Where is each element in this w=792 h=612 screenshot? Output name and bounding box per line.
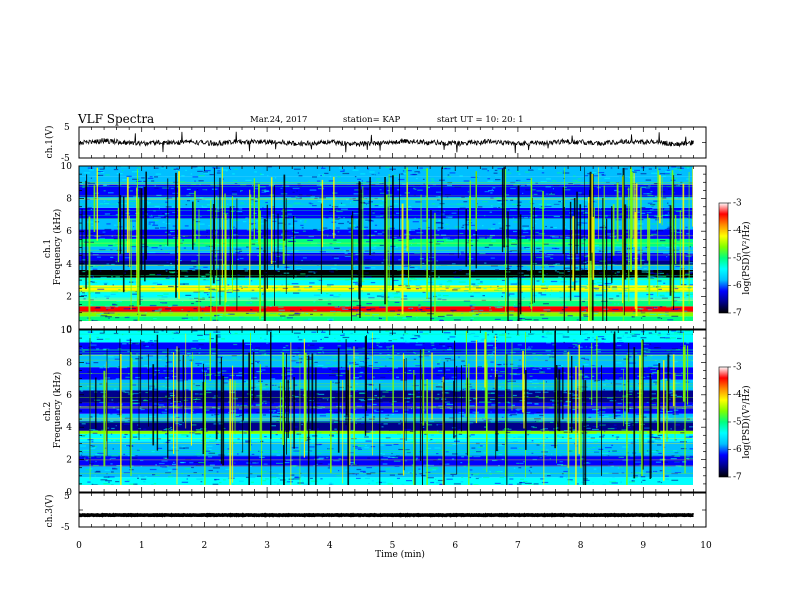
ytick-label: 8 [66, 358, 72, 368]
ch2-colorbar: -3 -4 -5 -6 -7 log(PSD)(V²/Hz) [718, 363, 752, 483]
ytick-label: 4 [66, 260, 72, 270]
station-label: station= KAP [343, 115, 401, 125]
x-tick-label: 6 [452, 541, 458, 551]
x-tick-label: 5 [390, 541, 396, 551]
ch1-wave-ylabel: ch.1(V) [44, 126, 55, 159]
ch2-spectrogram-panel: 0 2 4 6 8 10 ch.2 Frequency (kHz) [43, 326, 707, 498]
colorbar-tick-label: -6 [733, 445, 742, 455]
ch3-wave-ylabel: ch.3(V) [44, 495, 55, 528]
ytick-label: 0 [66, 325, 72, 335]
spectrogram-band [79, 430, 693, 434]
colorbar-tick-label: -3 [733, 199, 742, 209]
x-tick-label: 4 [327, 541, 333, 551]
ch1-wave-ytick-top: 5 [64, 123, 70, 133]
spectrogram-band [79, 166, 693, 177]
ch2-colorbar-gradient [718, 366, 729, 478]
x-tick-labels: 0 1 2 3 4 5 6 7 8 9 10 [76, 541, 712, 551]
spectrogram-band [79, 421, 693, 431]
ch1-wave-trace [78, 131, 694, 154]
ch3-wave-ytick-bottom: -5 [61, 523, 70, 533]
ch1-spec-ylabel: ch.1 Frequency (kHz) [43, 209, 63, 286]
ytick-label: 4 [66, 423, 72, 433]
ch1-colorbar-gradient [718, 202, 729, 314]
colorbar-tick-label: -3 [733, 363, 742, 373]
ch2-spectrogram-image [79, 330, 693, 485]
ch3-wave-panel: 5 -5 ch.3(V) 0 1 2 3 4 5 6 7 8 9 10 Time (min) [44, 492, 712, 560]
ch2-colorbar-ticks: -3 -4 -5 -6 -7 [728, 363, 742, 483]
ch1-spectrogram-panel: 0 2 4 6 8 10 ch.1 Frequency (kHz) [43, 162, 707, 335]
ch1-spec-ytick-labels: 0 2 4 6 8 10 [61, 162, 73, 335]
colorbar-tick-label: -4 [733, 226, 742, 236]
ch1-colorbar-ticks: -3 -4 -5 -6 -7 [728, 199, 742, 319]
colorbar-tick-label: -5 [733, 418, 742, 428]
x-tick-label: 7 [515, 541, 521, 551]
x-tick-label: 0 [76, 541, 82, 551]
ytick-label: 10 [61, 326, 73, 336]
spectrogram-band [79, 379, 693, 391]
ch3-wave-trace [78, 512, 694, 518]
colorbar-tick-label: -7 [733, 473, 742, 483]
spectrogram-band [79, 176, 693, 185]
ch2-spec-ytick-labels: 0 2 4 6 8 10 [61, 326, 73, 498]
ytick-label: 2 [66, 292, 72, 302]
date-label: Mar.24, 2017 [250, 115, 307, 125]
ytick-label: 6 [66, 227, 72, 237]
x-tick-label: 9 [640, 541, 646, 551]
colorbar-tick-label: -4 [733, 390, 742, 400]
ytick-label: 0 [66, 488, 72, 498]
ytick-label: 2 [66, 456, 72, 466]
colorbar-tick-label: -6 [733, 281, 742, 291]
ch1-wave-panel: 5 -5 ch.1(V) [44, 123, 707, 164]
ytick-label: 8 [66, 195, 72, 205]
ch2-colorbar-label: log(PSD)(V²/Hz) [741, 385, 752, 458]
x-tick-label: 2 [202, 541, 208, 551]
spectrogram-band [79, 466, 693, 478]
ch3-wave-frame [78, 492, 707, 528]
colorbar-tick-label: -7 [733, 309, 742, 319]
ch2-spec-ylabel: ch.2 Frequency (kHz) [43, 372, 63, 449]
start-time-label: start UT = 10: 20: 1 [437, 115, 524, 125]
ch1-spectrogram-image [79, 166, 693, 321]
x-tick-label: 10 [700, 541, 712, 551]
ch3-wave-ytick-top: 5 [64, 492, 70, 502]
colorbar-tick-label: -5 [733, 254, 742, 264]
ch1-colorbar-label: log(PSD)(V²/Hz) [741, 221, 752, 294]
x-tick-label: 1 [139, 541, 145, 551]
ytick-label: 6 [66, 391, 72, 401]
x-tick-label: 3 [264, 541, 270, 551]
ch1-wave-ytick-bottom: -5 [61, 154, 70, 164]
ch1-wave-frame [78, 126, 707, 159]
ch3-wave-ticks [78, 492, 707, 528]
spectrogram-band [79, 354, 693, 368]
ch2-spec-frame [78, 329, 707, 493]
figure-title: VLF Spectra [77, 112, 154, 126]
spectrogram-band [79, 342, 693, 355]
ch1-spec-frame [78, 165, 707, 330]
ytick-label: 10 [61, 162, 73, 172]
x-axis-label: Time (min) [375, 549, 425, 560]
ch1-colorbar: -3 -4 -5 -6 -7 log(PSD)(V²/Hz) [718, 199, 752, 319]
spectrogram-band [79, 477, 693, 485]
spectrogram-band [79, 413, 693, 422]
x-tick-label: 8 [578, 541, 584, 551]
